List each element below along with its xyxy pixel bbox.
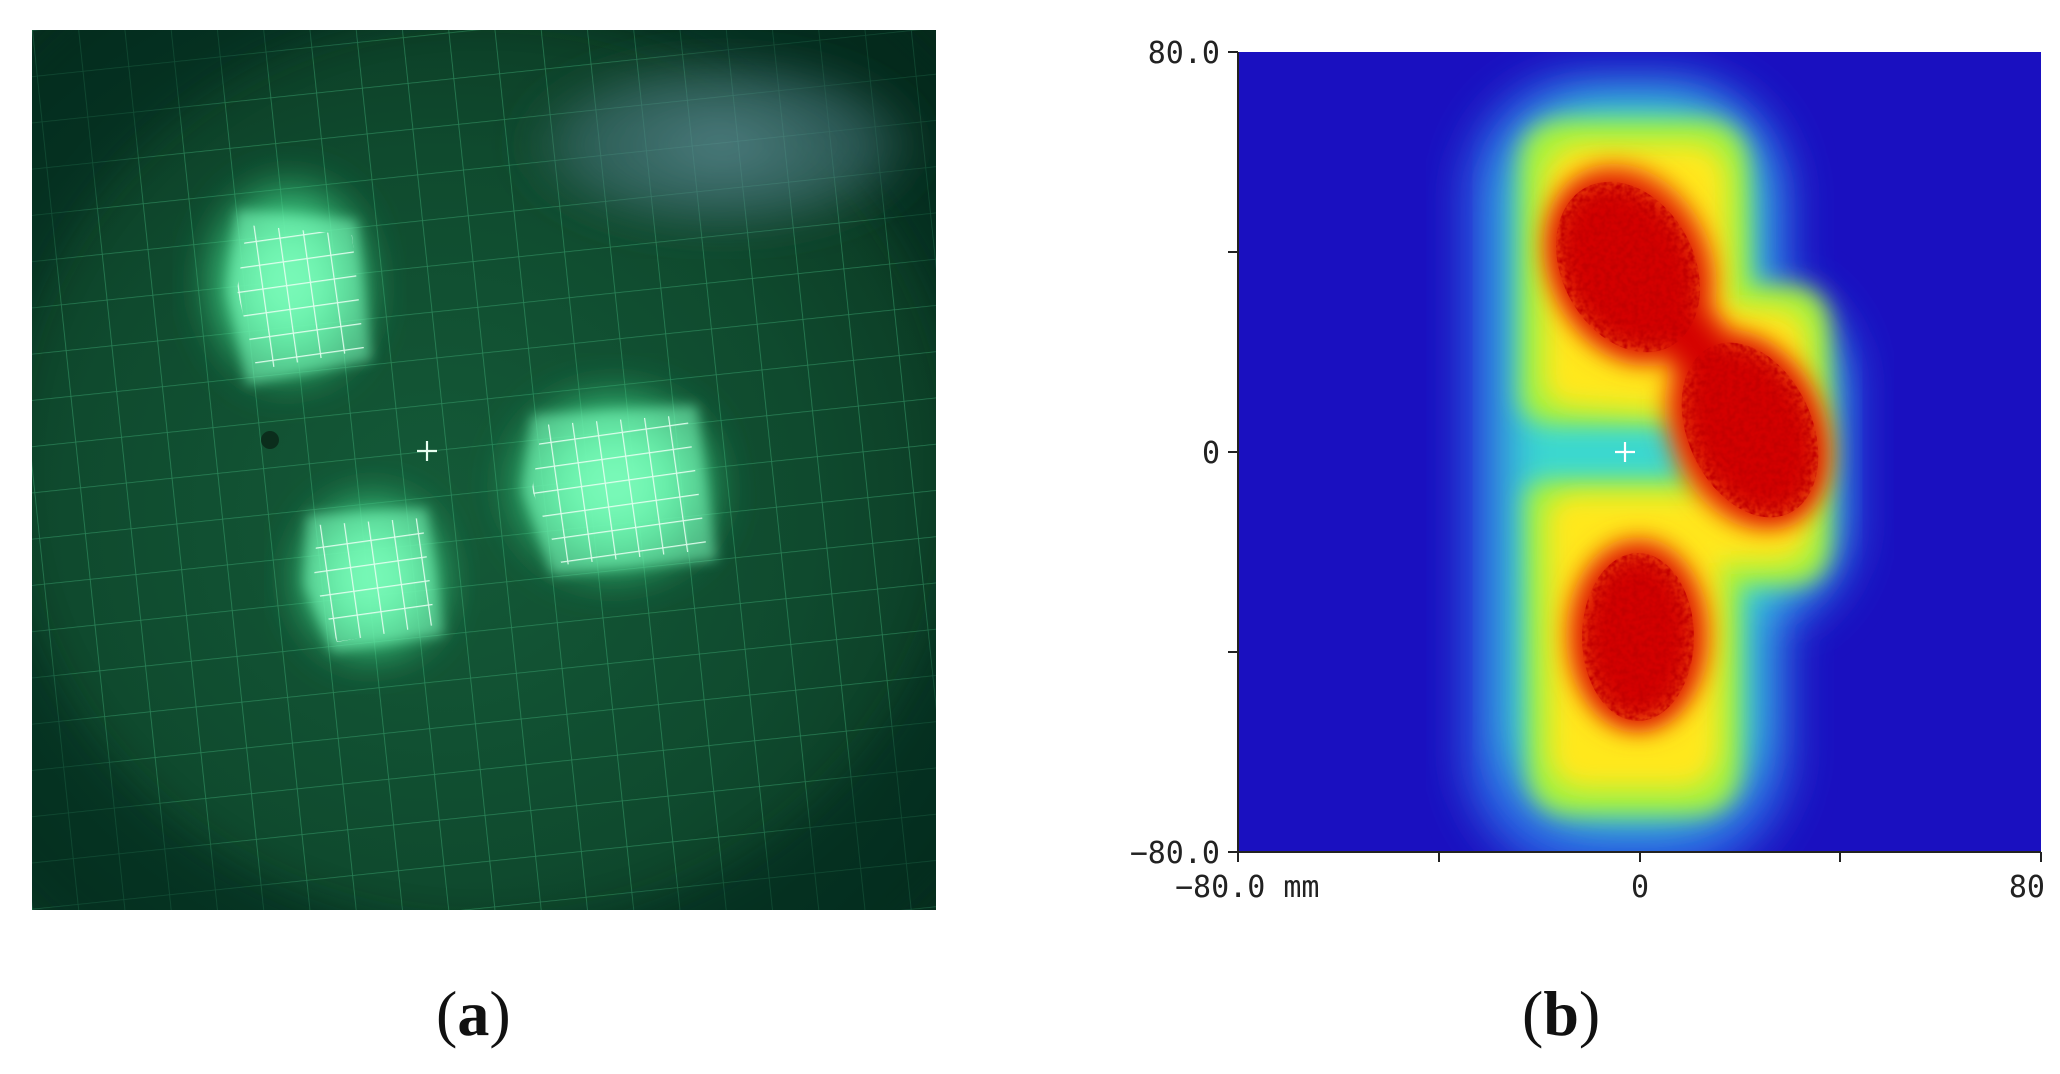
x-tick-label-middle: 0 [1631, 870, 1649, 905]
beamlet-spot-upper-left [192, 165, 387, 400]
x-tick-label-right: 80 [2009, 870, 2045, 905]
fluorescent-screen-photo [32, 30, 936, 910]
y-tick-label-top: 80.0 [1148, 36, 1220, 71]
plot-center-crosshair [1615, 442, 1635, 462]
speckle-layer [1556, 181, 1819, 721]
y-tick-label-bottom: −80.0 [1130, 836, 1220, 871]
caption-letter-a: a [457, 978, 490, 1049]
y-tick-label-middle: 0 [1202, 436, 1220, 471]
panel-caption-b: (b) [1522, 978, 1601, 1049]
beam-intensity-map: 80.0 0 −80.0 −80.0 mm 0 80 [1130, 36, 2045, 905]
axes [1228, 51, 2042, 862]
heatmap-area [1238, 52, 2041, 852]
caption-letter-b: b [1543, 978, 1579, 1049]
panel-caption-a: (a) [436, 978, 511, 1049]
center-crosshair [417, 441, 437, 461]
x-tick-label-left: −80.0 mm [1175, 870, 1320, 905]
dark-spot [261, 431, 279, 449]
screen-reflection [512, 50, 932, 240]
beamlet-spot-lower-middle [282, 480, 462, 675]
beamlet-spot-right [492, 375, 737, 595]
